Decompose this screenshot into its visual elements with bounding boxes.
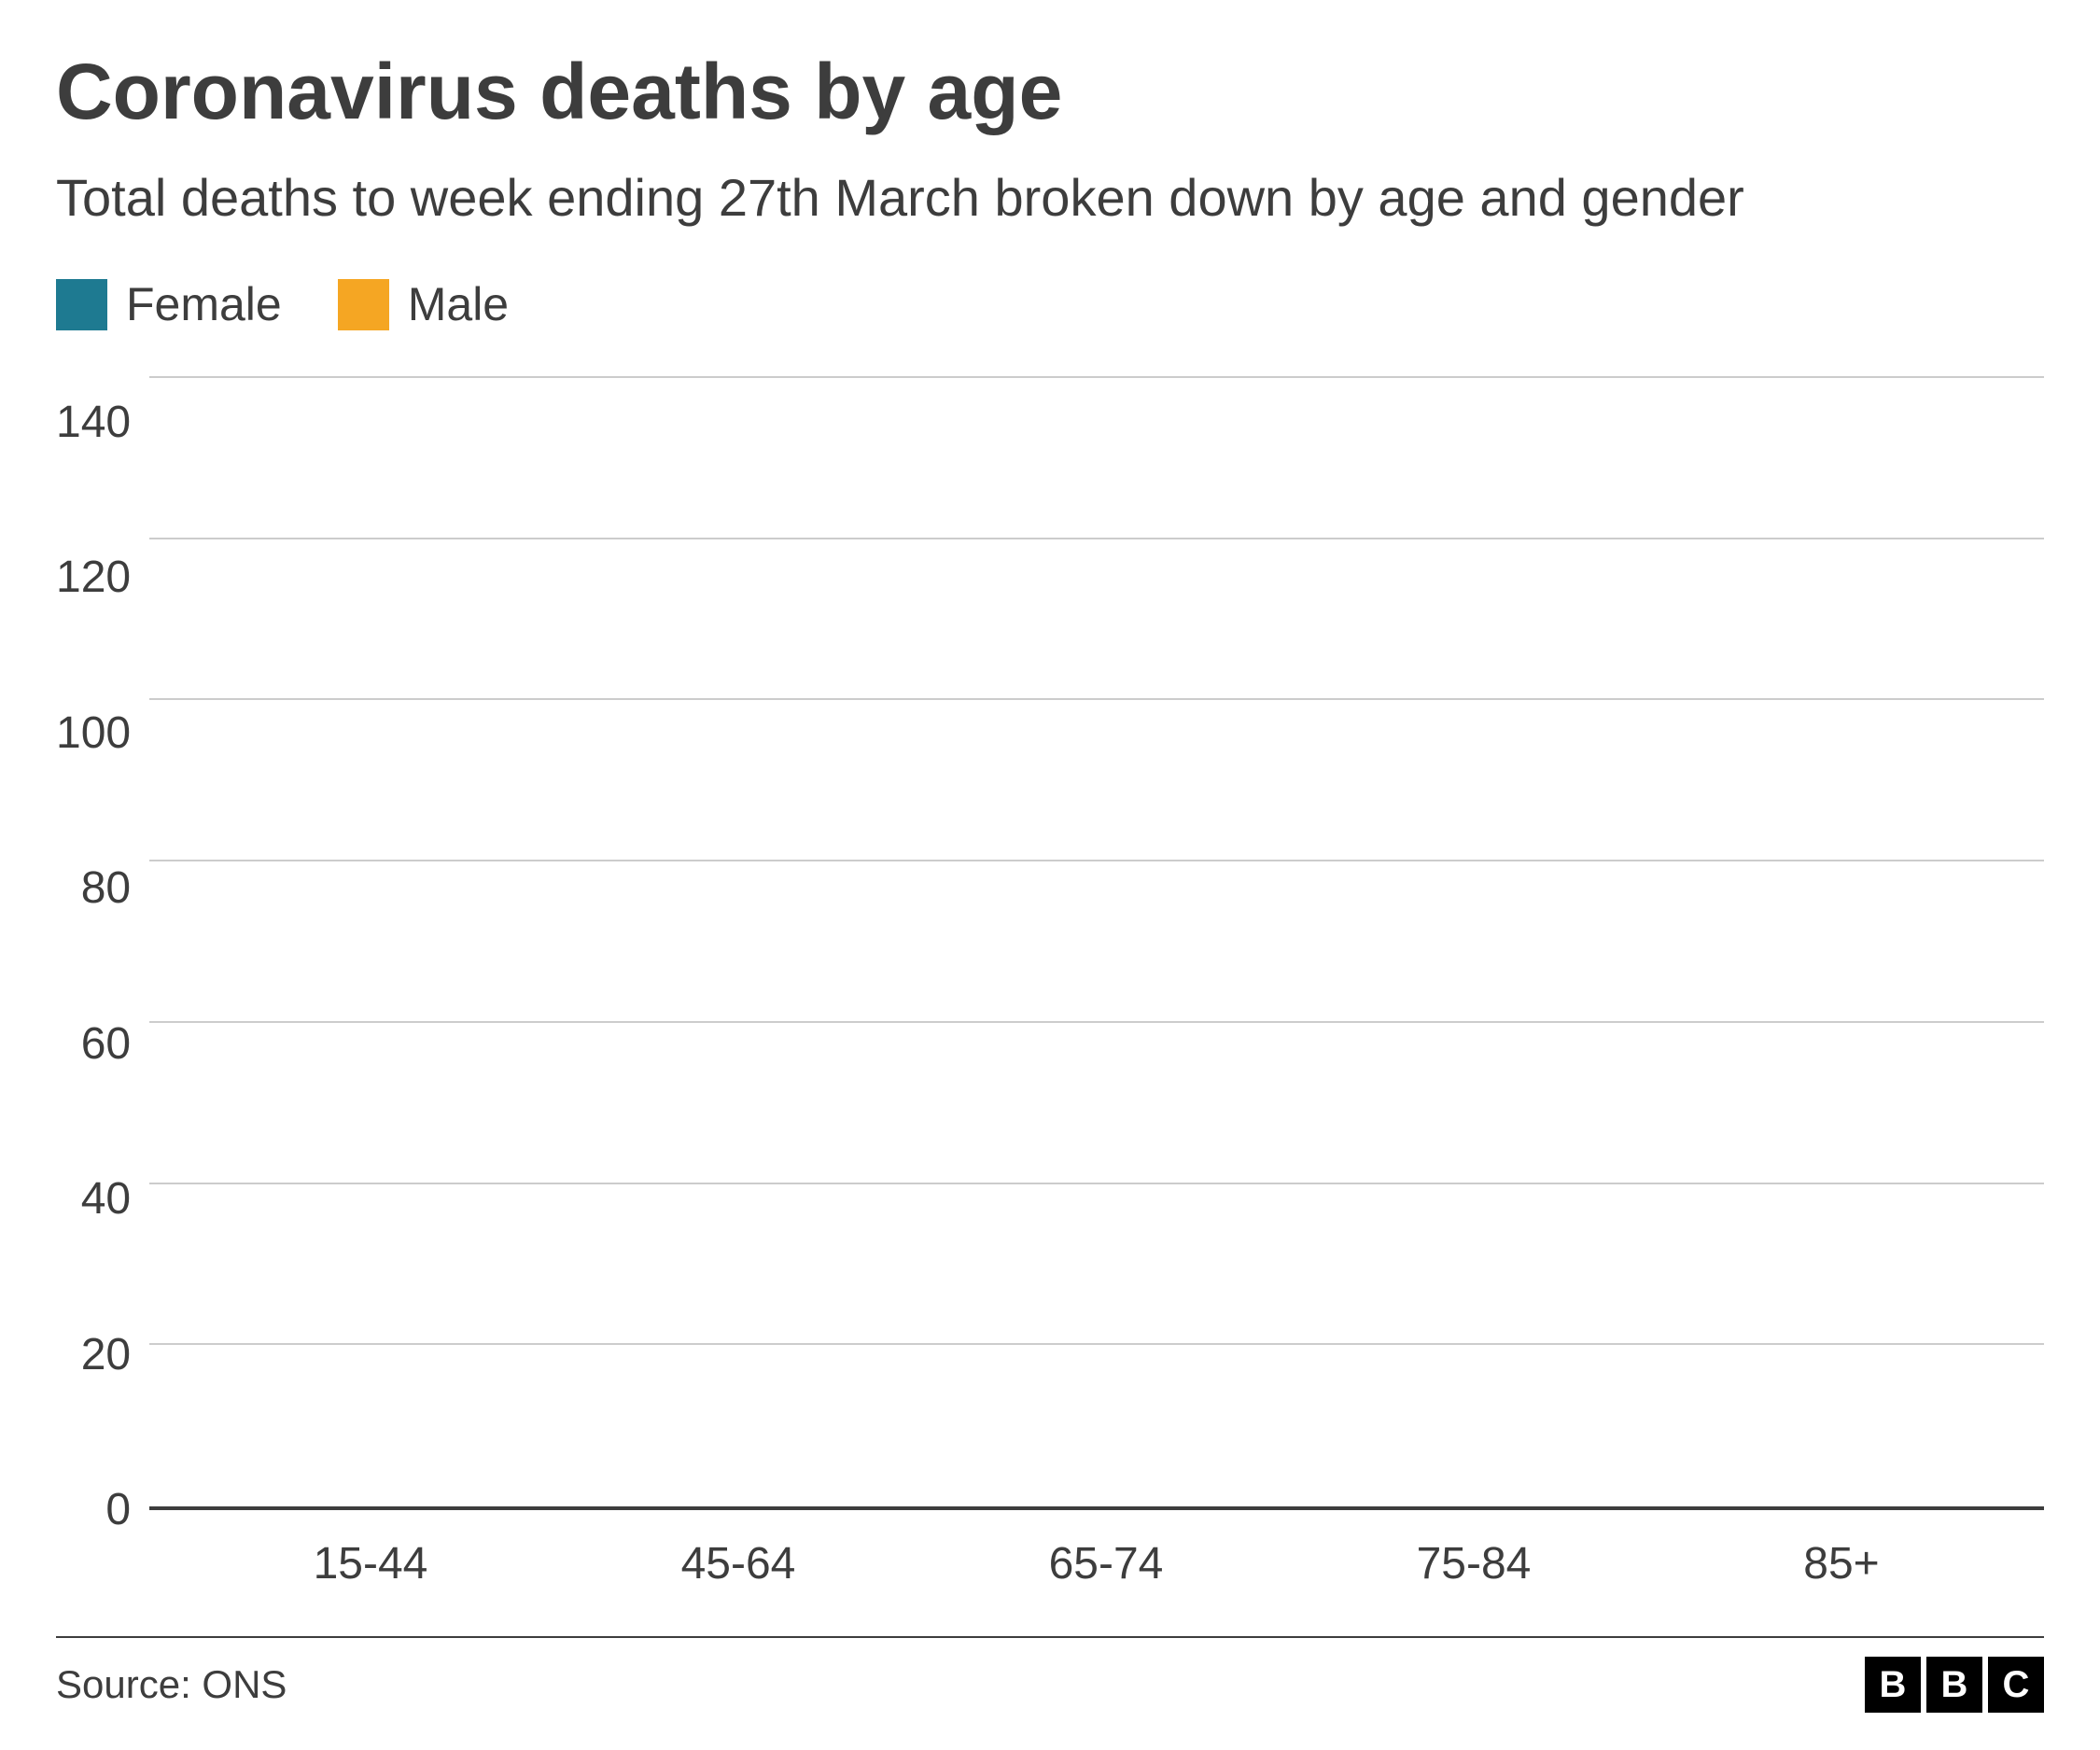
gridline <box>149 1021 2044 1023</box>
legend-item: Female <box>56 277 282 331</box>
x-tick: 45-64 <box>554 1538 922 1589</box>
y-tick: 80 <box>81 866 131 911</box>
gridline <box>149 376 2044 378</box>
logo-letter: C <box>1988 1657 2044 1713</box>
legend-swatch <box>56 279 107 330</box>
legend: Female Male <box>56 277 2044 331</box>
source-text: Source: ONS <box>56 1662 287 1707</box>
legend-label: Female <box>126 277 282 331</box>
gridline <box>149 538 2044 539</box>
logo-letter: B <box>1865 1657 1921 1713</box>
y-tick: 60 <box>81 1022 131 1067</box>
bbc-logo: BBC <box>1865 1657 2044 1713</box>
gridline <box>149 1343 2044 1345</box>
chart-subtitle: Total deaths to week ending 27th March b… <box>56 165 2044 231</box>
y-tick: 100 <box>56 711 131 756</box>
y-tick: 40 <box>81 1177 131 1222</box>
logo-letter: B <box>1926 1657 1982 1713</box>
legend-swatch <box>338 279 389 330</box>
x-axis: 15-4445-6465-7475-8485+ <box>168 1510 2044 1589</box>
gridline <box>149 860 2044 861</box>
legend-item: Male <box>338 277 509 331</box>
y-tick: 0 <box>105 1488 131 1533</box>
y-tick: 140 <box>56 400 131 445</box>
gridline <box>149 698 2044 700</box>
plot-area <box>149 378 2044 1510</box>
x-tick: 65-74 <box>922 1538 1290 1589</box>
x-tick: 85+ <box>1658 1538 2025 1589</box>
gridline <box>149 1183 2044 1184</box>
bars-container <box>149 378 2044 1506</box>
chart-title: Coronavirus deaths by age <box>56 47 2044 137</box>
y-tick: 120 <box>56 555 131 600</box>
chart: 140 120 100 80 60 40 20 0 15-4445-6465-7475-848… <box>56 378 2044 1589</box>
x-tick: 15-44 <box>187 1538 554 1589</box>
y-axis: 140120100806040200 <box>56 378 149 1510</box>
legend-label: Male <box>408 277 509 331</box>
x-tick: 75-84 <box>1290 1538 1658 1589</box>
y-tick: 20 <box>81 1333 131 1378</box>
footer: Source: ONS BBC <box>56 1636 2044 1713</box>
